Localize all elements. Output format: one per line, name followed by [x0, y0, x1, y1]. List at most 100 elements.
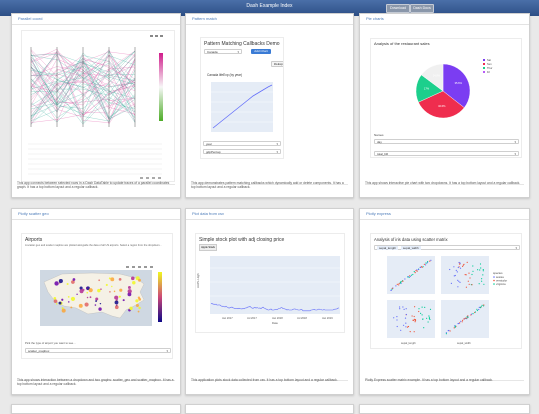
card-partial[interactable]: [185, 404, 354, 414]
iris-point: [412, 273, 414, 276]
card-title[interactable]: Plotly express: [366, 211, 391, 216]
app-header: Dash Example Index Download Dash Docs: [0, 0, 539, 16]
iris-point: [409, 275, 411, 277]
chevron-down-icon: ▾: [237, 50, 239, 54]
iris-point: [398, 284, 400, 286]
iris-point: [430, 259, 432, 261]
iris-point: [481, 280, 483, 282]
y-axis-dropdown[interactable]: gdpPercap ▾: [203, 149, 281, 154]
airport-point: [72, 278, 76, 281]
airport-point: [98, 307, 102, 311]
airport-point: [76, 293, 78, 296]
card-title[interactable]: Plotly scatter geo: [18, 211, 49, 216]
iris-point: [429, 308, 432, 310]
card-title[interactable]: Plot data from csv: [192, 211, 225, 216]
iris-point: [472, 265, 474, 267]
pie-slice: [421, 63, 444, 92]
iris-point: [465, 286, 467, 288]
iris-point: [479, 307, 481, 309]
preview-heading: Pattern Matching Callbacks Demo: [204, 41, 280, 47]
iris-point: [450, 282, 452, 284]
stock-selector-chip[interactable]: Apple Stock: [199, 244, 217, 251]
iris-point: [466, 317, 468, 319]
iris-point: [471, 273, 473, 276]
download-button[interactable]: Download: [386, 4, 410, 13]
airport-point: [61, 308, 66, 313]
iris-point: [396, 325, 398, 328]
pie-slice-label: 35.6%: [455, 81, 463, 85]
card-description: This app connects between selected rows …: [17, 181, 170, 190]
iris-point: [467, 315, 469, 317]
legend-label: setosa: [496, 275, 504, 279]
axis-label: sepal_width: [457, 341, 471, 345]
card-plotly-scatter-geo[interactable]: Plotly scatter geo Airports A scatter ge…: [11, 208, 181, 395]
iris-point: [423, 327, 425, 329]
iris-point: [467, 280, 469, 282]
legend-title: species: [493, 271, 503, 275]
iris-point: [460, 320, 462, 322]
dash-docs-button[interactable]: Dash Docs: [410, 4, 434, 13]
airport-point: [66, 283, 69, 286]
iris-point: [482, 274, 484, 276]
x-axis-dropdown[interactable]: year ▾: [203, 141, 281, 146]
metric-dropdown[interactable]: lifeExp: [271, 61, 283, 67]
card-partial[interactable]: [359, 404, 530, 414]
iris-point: [478, 306, 480, 308]
airport-point: [95, 297, 99, 301]
legend-swatch: [493, 279, 495, 282]
iris-point: [457, 323, 459, 325]
airport-point: [119, 288, 123, 292]
iris-point: [395, 285, 397, 287]
card-description: This app shows interaction between a dro…: [17, 378, 174, 387]
legend-swatch: [483, 71, 485, 73]
iris-point: [468, 283, 470, 285]
add-chart-button[interactable]: Add Chart: [251, 49, 271, 54]
iris-point: [449, 268, 451, 271]
preview-heading: Simple stock plot with adj closing price: [199, 237, 285, 243]
iris-point: [478, 283, 480, 285]
iris-point: [469, 277, 471, 279]
airport-point: [55, 303, 58, 305]
iris-point: [428, 316, 430, 318]
card-title[interactable]: Pie charts: [366, 16, 384, 21]
pattern-match-preview: Pattern Matching Callbacks Demo Canada ▾ …: [200, 37, 284, 159]
legend-label: Thur: [487, 66, 492, 70]
names-dropdown[interactable]: day ▾: [374, 139, 519, 144]
iris-point: [405, 313, 407, 316]
iris-point: [471, 284, 473, 286]
iris-point: [418, 268, 420, 271]
iris-point: [468, 272, 470, 274]
features-multiselect[interactable]: sepal_length sepal_width ▾: [374, 245, 520, 250]
airport-point: [114, 300, 119, 305]
pie-slice: [418, 90, 465, 119]
iris-point: [482, 270, 484, 272]
airport-point: [67, 301, 70, 303]
airport-point: [82, 288, 85, 291]
card-partial[interactable]: [11, 404, 181, 414]
card-title[interactable]: Parallel coord: [18, 16, 43, 21]
card-plot-data-from-csv[interactable]: Plot data from csv Simple stock plot wit…: [185, 208, 354, 395]
airport-point: [86, 296, 89, 299]
card-parallel-coord[interactable]: Parallel coord This app connects betw: [11, 13, 181, 198]
airport-point: [58, 278, 63, 284]
iris-point: [404, 278, 406, 280]
values-dropdown[interactable]: total_bill ▾: [374, 151, 519, 156]
legend-swatch: [483, 63, 485, 65]
iris-point: [402, 306, 404, 308]
map-type-dropdown[interactable]: scatter_mapbox ▾: [25, 348, 171, 353]
card-pattern-match[interactable]: Pattern match Pattern Matching Callbacks…: [185, 13, 354, 198]
iris-point: [403, 308, 405, 310]
card-plotly-express[interactable]: Plotly express Analysis of iris data usi…: [359, 208, 530, 395]
airport-point: [129, 306, 133, 311]
pie-slice-label: 17%: [424, 86, 430, 90]
iris-point: [429, 260, 431, 262]
country-dropdown[interactable]: Canada ▾: [204, 49, 242, 54]
card-title[interactable]: Pattern match: [192, 16, 217, 21]
card-pie-charts[interactable]: Pie charts Analysis of the restaurant sa…: [359, 13, 530, 198]
airport-point: [138, 306, 141, 310]
iris-point: [399, 281, 401, 283]
iris-point: [462, 265, 464, 267]
iris-point: [419, 266, 421, 268]
airport-point: [61, 307, 64, 310]
